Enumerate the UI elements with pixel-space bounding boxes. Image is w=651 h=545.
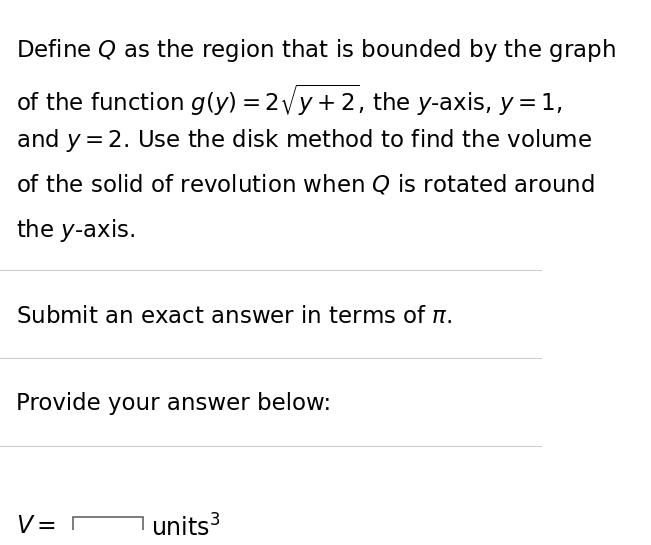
- Text: of the function $g(y) = 2\sqrt{y+2}$, the $y$-axis, $y = 1$,: of the function $g(y) = 2\sqrt{y+2}$, th…: [16, 82, 562, 118]
- Text: units$^3$: units$^3$: [152, 514, 221, 542]
- Text: of the solid of revolution when $\mathit{Q}$ is rotated around: of the solid of revolution when $\mathit…: [16, 172, 595, 196]
- Text: and $y = 2$. Use the disk method to find the volume: and $y = 2$. Use the disk method to find…: [16, 128, 592, 154]
- Text: Provide your answer below:: Provide your answer below:: [16, 392, 331, 415]
- Text: $V = $: $V = $: [16, 514, 56, 538]
- FancyBboxPatch shape: [73, 517, 143, 545]
- Text: Define $\mathit{Q}$ as the region that is bounded by the graph: Define $\mathit{Q}$ as the region that i…: [16, 37, 616, 64]
- Text: Submit an exact answer in terms of $\pi$.: Submit an exact answer in terms of $\pi$…: [16, 305, 453, 328]
- Text: the $y$-axis.: the $y$-axis.: [16, 217, 135, 245]
